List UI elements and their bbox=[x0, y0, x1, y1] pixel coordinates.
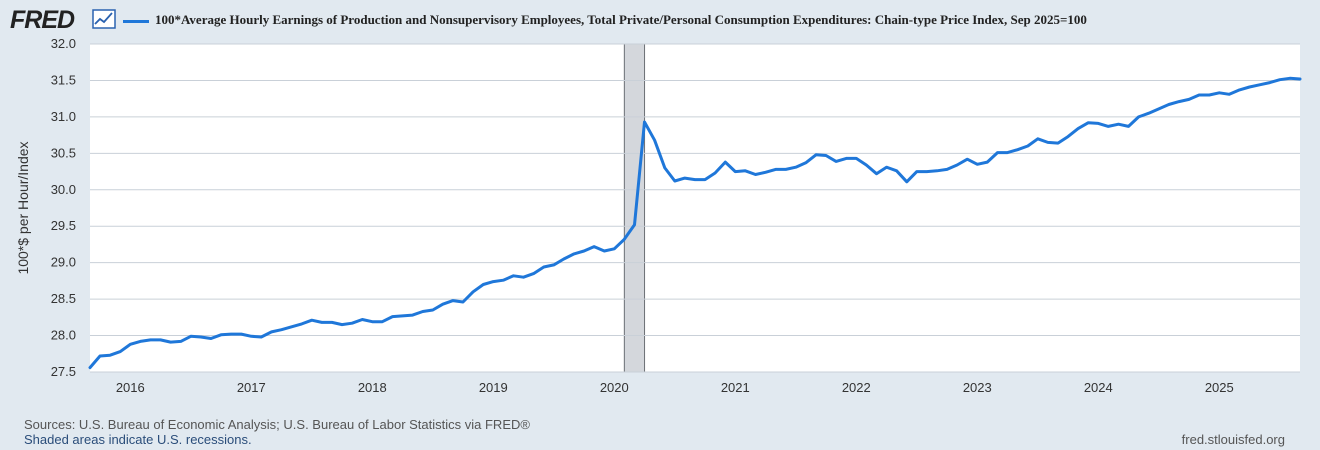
y-tick-label: 29.0 bbox=[51, 255, 76, 270]
y-tick-label: 27.5 bbox=[51, 364, 76, 379]
y-tick-label: 31.0 bbox=[51, 109, 76, 124]
grid-layer bbox=[90, 43, 1300, 373]
legend-swatch bbox=[123, 20, 149, 23]
y-axis-title: 100*$ per Hour/Index bbox=[15, 141, 31, 274]
x-tick-label: 2025 bbox=[1205, 380, 1234, 395]
sources-text: Sources: U.S. Bureau of Economic Analysi… bbox=[24, 417, 530, 432]
y-tick-label: 32.0 bbox=[51, 36, 76, 51]
x-tick-label: 2020 bbox=[600, 380, 629, 395]
x-tick-label: 2019 bbox=[479, 380, 508, 395]
plot-area bbox=[90, 44, 1300, 372]
y-tick-label: 28.0 bbox=[51, 328, 76, 343]
footer-sources: Sources: U.S. Bureau of Economic Analysi… bbox=[24, 417, 530, 447]
legend-label: 100*Average Hourly Earnings of Productio… bbox=[155, 12, 1087, 27]
series-layer bbox=[88, 76, 1302, 370]
x-tick-label: 2024 bbox=[1084, 380, 1113, 395]
y-tick-label: 28.5 bbox=[51, 291, 76, 306]
chart-header: FRED 100*Average Hourly Earnings of Prod… bbox=[0, 0, 1320, 40]
x-tick-label: 2017 bbox=[237, 380, 266, 395]
y-axis: 27.5 28.0 28.5 29.0 29.5 30.0 30.5 31.0 31.5 32.0 bbox=[51, 36, 76, 379]
recession-note[interactable]: Shaded areas indicate U.S. recessions. bbox=[24, 432, 252, 447]
x-tick-label: 2023 bbox=[963, 380, 992, 395]
x-tick-label: 2022 bbox=[842, 380, 871, 395]
site-link[interactable]: fred.stlouisfed.org bbox=[1181, 432, 1285, 447]
recession-layer bbox=[623, 43, 646, 373]
y-tick-label: 29.5 bbox=[51, 218, 76, 233]
y-tick-label: 30.0 bbox=[51, 182, 76, 197]
recession-band-0 bbox=[623, 43, 646, 373]
fred-logo[interactable]: FRED bbox=[10, 6, 75, 34]
y-tick-label: 31.5 bbox=[51, 72, 76, 87]
x-tick-label: 2021 bbox=[721, 380, 750, 395]
x-tick-label: 2018 bbox=[358, 380, 387, 395]
x-axis: 2016 2017 2018 2019 2020 2021 2022 2023 2024 2025 bbox=[116, 380, 1234, 395]
chart-trend-icon bbox=[92, 9, 116, 29]
y-tick-label: 30.5 bbox=[51, 145, 76, 160]
x-tick-label: 2016 bbox=[116, 380, 145, 395]
series-line-0[interactable] bbox=[88, 76, 1302, 370]
